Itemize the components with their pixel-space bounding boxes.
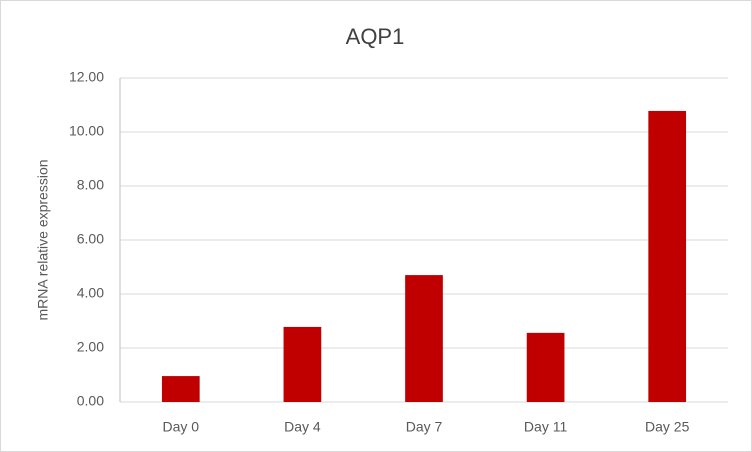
y-tick-label: 0.00: [77, 393, 104, 409]
x-tick-label: Day 11: [524, 419, 568, 435]
y-tick-label: 10.00: [69, 123, 104, 139]
bar: [283, 326, 322, 402]
y-tick-label: 2.00: [77, 339, 104, 355]
bar: [405, 275, 443, 402]
x-tick-label: Day 25: [645, 419, 690, 435]
y-tick-label: 4.00: [77, 285, 104, 301]
y-tick-label: 8.00: [77, 177, 104, 193]
y-tick-label: 6.00: [77, 231, 104, 247]
bar: [161, 376, 200, 402]
bar: [648, 110, 687, 402]
x-tick-label: Day 4: [284, 419, 321, 435]
chart-title: AQP1: [346, 24, 405, 49]
y-axis-label: mRNA relative expression: [35, 159, 51, 320]
bar: [526, 332, 565, 402]
x-tick-label: Day 0: [163, 419, 200, 435]
x-tick-label: Day 7: [406, 419, 443, 435]
y-tick-label: 12.00: [69, 69, 104, 85]
